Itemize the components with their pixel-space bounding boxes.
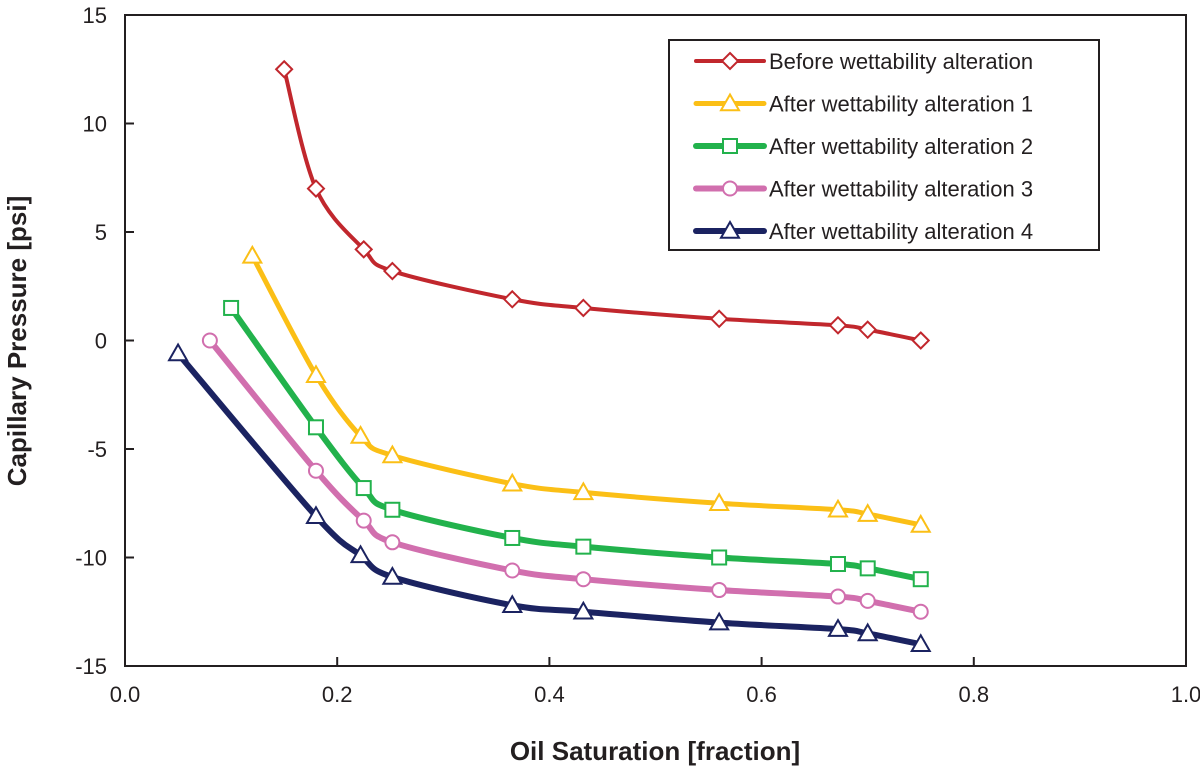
y-tick-label: -10 — [75, 546, 107, 571]
legend-marker — [719, 219, 741, 239]
data-point — [381, 444, 404, 464]
data-point — [828, 315, 848, 335]
legend-label: After wettability alteration 4 — [769, 219, 1033, 244]
legend-item: After wettability alteration 3 — [693, 177, 1033, 202]
data-point — [859, 592, 876, 609]
legend-item: After wettability alteration 2 — [693, 134, 1033, 159]
data-point — [307, 419, 324, 436]
y-tick-label: -5 — [87, 437, 107, 462]
data-point — [827, 618, 849, 637]
data-point — [856, 503, 879, 522]
x-tick-label: 0.6 — [746, 682, 777, 707]
data-point — [829, 588, 846, 605]
series-line — [175, 350, 924, 648]
y-tick-label: -15 — [75, 654, 107, 679]
data-point — [572, 600, 595, 620]
data-point — [354, 239, 374, 259]
data-point — [306, 179, 326, 199]
legend-marker — [719, 92, 741, 112]
data-point — [859, 560, 876, 577]
data-point — [382, 261, 402, 281]
series-line — [249, 253, 924, 528]
data-point — [709, 309, 729, 329]
legend-label: After wettability alteration 2 — [769, 134, 1033, 159]
data-point — [355, 512, 372, 529]
data-point — [307, 462, 324, 479]
data-point — [223, 299, 240, 316]
y-axis-title: Capillary Pressure [psi] — [2, 196, 32, 486]
series-5 — [167, 342, 932, 653]
data-point — [711, 549, 728, 566]
legend-marker — [722, 180, 738, 197]
legend-item: Before wettability alteration — [694, 49, 1033, 74]
data-point — [912, 603, 929, 620]
series-3 — [223, 299, 929, 588]
x-tick-label: 0.8 — [959, 682, 990, 707]
legend-marker — [722, 138, 738, 154]
series-2 — [241, 244, 932, 533]
data-point — [711, 582, 728, 599]
x-tick-label: 1.0 — [1171, 682, 1200, 707]
legend-item: After wettability alteration 1 — [693, 92, 1033, 117]
data-point — [573, 298, 593, 318]
data-point — [355, 480, 372, 497]
legend-label: After wettability alteration 1 — [769, 92, 1033, 117]
series-4 — [201, 332, 929, 620]
legend-marker — [720, 51, 740, 71]
data-point — [241, 244, 264, 264]
data-point — [305, 364, 327, 383]
data-point — [708, 611, 730, 631]
series-group — [167, 59, 932, 653]
data-point — [572, 481, 595, 501]
y-tick-label: 0 — [95, 329, 107, 354]
series-1 — [274, 59, 931, 350]
data-point — [912, 571, 929, 588]
x-tick-label: 0.4 — [534, 682, 565, 707]
data-point — [501, 472, 523, 492]
data-point — [504, 529, 521, 546]
data-point — [384, 534, 401, 551]
axis-ticks: 0.0 0.2 0.4 0.6 0.8 1.0 15 10 5 0 -5 -10 -15 — [75, 3, 1200, 707]
data-point — [201, 332, 218, 349]
data-point — [856, 622, 879, 642]
x-axis-title: Oil Saturation [fraction] — [510, 736, 800, 766]
data-point — [305, 505, 327, 525]
data-point — [575, 571, 592, 588]
data-point — [708, 492, 730, 511]
data-point — [504, 562, 521, 579]
data-point — [911, 331, 931, 350]
data-point — [349, 424, 372, 444]
data-point — [858, 320, 878, 340]
y-tick-label: 5 — [95, 220, 107, 245]
data-point — [829, 556, 846, 573]
data-point — [384, 501, 401, 518]
data-point — [349, 544, 372, 564]
legend-item: After wettability alteration 4 — [693, 219, 1033, 244]
legend-label: After wettability alteration 3 — [769, 177, 1033, 202]
y-tick-label: 10 — [83, 112, 107, 137]
data-point — [501, 594, 523, 613]
legend-label: Before wettability alteration — [769, 49, 1033, 74]
data-point — [910, 513, 932, 533]
data-point — [502, 289, 522, 309]
legend: Before wettability alteration After wetta… — [668, 39, 1100, 251]
data-point — [167, 342, 189, 362]
data-point — [274, 59, 294, 79]
data-point — [910, 633, 932, 653]
data-point — [381, 566, 404, 585]
x-tick-label: 0.2 — [322, 682, 353, 707]
y-tick-label: 15 — [83, 3, 107, 28]
x-tick-label: 0.0 — [110, 682, 141, 707]
data-point — [575, 538, 592, 555]
data-point — [827, 498, 849, 518]
